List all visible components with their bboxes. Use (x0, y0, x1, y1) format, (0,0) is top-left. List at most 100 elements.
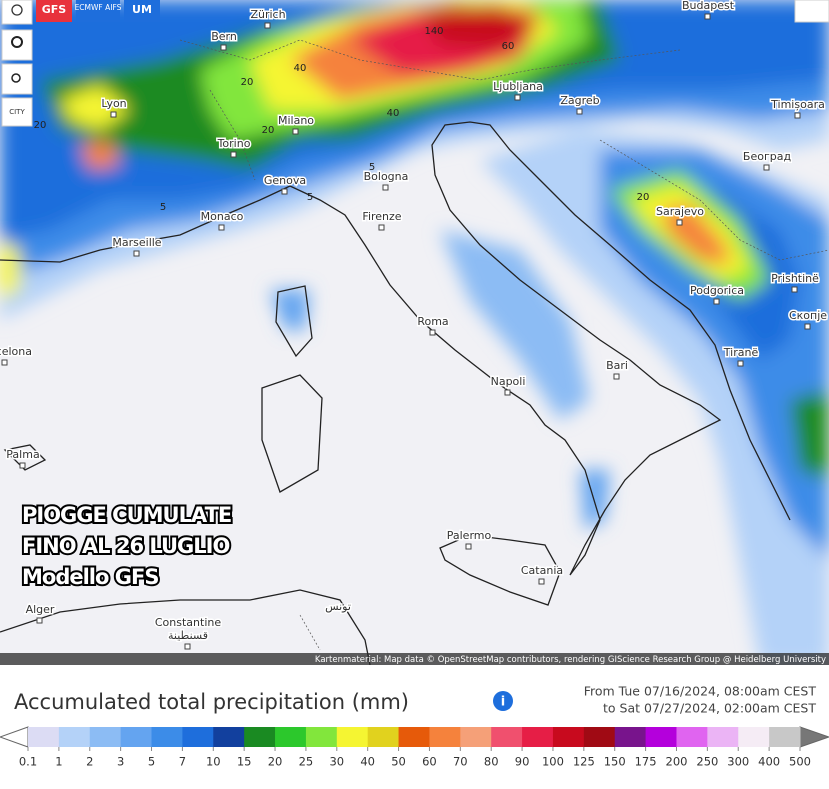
scale-swatch (398, 727, 430, 747)
city-label: Ljubljana (493, 80, 543, 93)
city-dot (19, 462, 26, 469)
scale-label: 3 (117, 755, 124, 769)
city-dot (676, 219, 683, 226)
scale-swatch (244, 727, 276, 747)
scale-label: 0.1 (19, 755, 37, 769)
scale-swatch (151, 727, 183, 747)
scale-label: 30 (329, 755, 344, 769)
attribution-bar (0, 653, 829, 665)
city-dot (36, 617, 43, 624)
scale-label: 5 (148, 755, 155, 769)
city-label: Bern (211, 30, 237, 43)
city-dot (465, 543, 472, 550)
scale-arrow-right (799, 726, 829, 748)
contour-label: 140 (424, 26, 443, 37)
city-dot (281, 188, 288, 195)
city-label: Monaco (201, 210, 244, 223)
scale-swatch (552, 727, 585, 747)
model-label: GFS (42, 3, 67, 16)
city-dot (218, 224, 225, 231)
toolbar: GFS ECMWF AIFS UM CITY (1, 0, 829, 127)
legend-title: Accumulated total precipitation (mm) (14, 690, 409, 714)
scale-swatch (120, 727, 153, 747)
coastlines (0, 121, 791, 665)
city-label: قسنطينة (168, 629, 208, 642)
city-label: Bologna (364, 170, 409, 183)
scale-swatch (769, 727, 801, 747)
scale-label: 40 (360, 755, 375, 769)
contour-label: 5 (160, 202, 166, 213)
city-dot (184, 643, 191, 650)
scale-swatch (614, 727, 647, 747)
city-dot (1, 359, 8, 366)
scale-label: 400 (758, 755, 780, 769)
city-label: Roma (417, 315, 448, 328)
scale-label: 70 (453, 755, 468, 769)
city-label: Zürich (250, 8, 285, 21)
model-button[interactable] (124, 0, 160, 22)
scale-label: 20 (268, 755, 283, 769)
scale-label: 2 (86, 755, 93, 769)
scale-label: 125 (573, 755, 595, 769)
zoom-button[interactable] (1, 63, 33, 95)
period-end: to Sat 07/27/2024, 02:00am CEST (603, 701, 816, 716)
scale-label: 175 (635, 755, 657, 769)
city-button[interactable] (1, 97, 33, 127)
city-dot (264, 22, 271, 29)
city-dot (763, 164, 770, 171)
precip-field (0, 0, 829, 665)
city-dot (133, 250, 140, 257)
city-label: Marseille (112, 236, 161, 249)
zoom-icon (11, 73, 21, 83)
scale-label: 10 (206, 755, 221, 769)
city-label: Firenze (362, 210, 401, 223)
model-label: ECMWF AIFS (75, 3, 122, 12)
city-label: Lyon (101, 97, 126, 110)
period-start: From Tue 07/16/2024, 08:00am CEST (584, 684, 817, 699)
scale-arrow-left (0, 726, 29, 748)
city-layer: Zürich Bern Budapest Lyon Milano Torino Ljublj… (0, 0, 829, 650)
scale-swatch (58, 727, 91, 747)
scale-swatch (367, 727, 400, 747)
contour-label: 5 (369, 162, 375, 173)
model-button[interactable] (36, 0, 72, 22)
scale-label: 250 (696, 755, 718, 769)
city-dot (504, 389, 511, 396)
model-button[interactable] (76, 0, 120, 22)
borders (179, 39, 829, 651)
contour-label: 5 (307, 192, 313, 203)
city-label: Genova (264, 174, 306, 187)
overlay-line: PIOGGE CUMULATE (22, 503, 231, 527)
refresh-button[interactable] (1, 0, 33, 25)
scale-label: 100 (542, 755, 564, 769)
scale-swatch (429, 727, 461, 747)
share-button[interactable] (794, 0, 829, 23)
city-label: Скопје (789, 309, 827, 322)
scale-swatch (275, 727, 307, 747)
contour-label: 20 (34, 120, 47, 131)
city-label: Budapest (682, 0, 735, 12)
scale-label: 300 (727, 755, 749, 769)
scale-label: 25 (299, 755, 314, 769)
overlay-line: Modello GFS (22, 565, 158, 589)
city-dot (538, 578, 545, 585)
city-dot (292, 128, 299, 135)
color-scale: 0.1 1 2 3 5 7 10 15 20 25 30 40 50 60 70 80 90 100 125 150 1… (0, 726, 829, 769)
city-dot (382, 184, 389, 191)
contour-label: 20 (241, 77, 254, 88)
city-dot (230, 151, 237, 158)
city-dot (791, 286, 798, 293)
city-dot (804, 323, 811, 330)
locate-button[interactable] (1, 29, 33, 61)
city-label: Alger (26, 603, 55, 616)
model-label: UM (132, 3, 152, 16)
info-button[interactable] (493, 691, 513, 711)
scale-swatch (676, 727, 708, 747)
city-dot (576, 108, 583, 115)
scale-swatch (738, 727, 770, 747)
scale-label: 80 (484, 755, 499, 769)
contour-label: 20 (637, 192, 650, 203)
overlay-title: PIOGGE CUMULATE FINO AL 26 LUGLIO Modello … (20, 501, 234, 591)
overlay-line: FINO AL 26 LUGLIO (22, 534, 229, 558)
scale-label: 15 (237, 755, 252, 769)
